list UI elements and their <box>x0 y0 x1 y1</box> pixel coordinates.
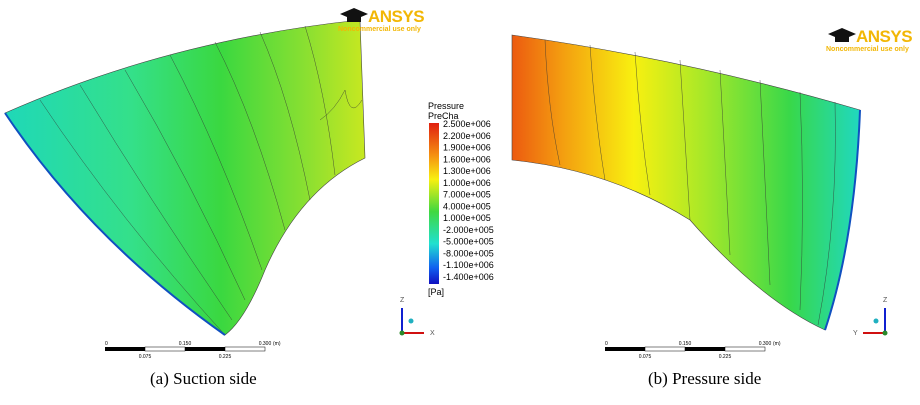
logo: ANSYS Noncommercial use only <box>826 27 913 53</box>
legend-unit: [Pa] <box>428 287 444 297</box>
scale-segment <box>685 347 725 351</box>
legend-label: -1.400e+006 <box>443 272 494 282</box>
scale-unit: (m) <box>273 341 281 347</box>
scale-label: 0.225 <box>219 354 232 360</box>
legend-label: 1.300e+006 <box>443 166 491 176</box>
scale-label: 0 <box>605 341 608 347</box>
legend-label: 2.200e+006 <box>443 131 491 141</box>
caption: (a) Suction side <box>150 369 257 388</box>
legend-subtitle: PreCha <box>428 111 459 121</box>
caption: (b) Pressure side <box>648 369 761 388</box>
logo: ANSYS Noncommercial use only <box>338 7 425 33</box>
axis-label: X <box>430 330 435 337</box>
contours-a <box>39 25 363 336</box>
axis-dot <box>408 318 414 324</box>
legend-label: -8.000e+005 <box>443 248 494 258</box>
scale-segment <box>144 346 186 352</box>
scale-label: 0.150 <box>679 341 692 347</box>
axis-dot <box>873 318 879 324</box>
legend-label: 2.500e+006 <box>443 119 491 129</box>
contours-b <box>544 39 836 326</box>
scale-segment <box>605 347 645 351</box>
legend-label: -2.000e+005 <box>443 225 494 235</box>
scale-label: 0.075 <box>139 354 152 360</box>
legend-label: 1.600e+006 <box>443 154 491 164</box>
blade-pressure <box>511 34 861 331</box>
legend-label: 1.900e+006 <box>443 143 491 153</box>
legend-label: -1.100e+006 <box>443 260 494 270</box>
scale-segment <box>105 347 145 351</box>
logo-brand: ANSYS <box>368 7 424 26</box>
axis-label: Z <box>883 297 888 304</box>
scale-segment <box>224 346 266 352</box>
legend-label: 7.000e+005 <box>443 190 491 200</box>
scale-label: 0.300 <box>759 341 772 347</box>
logo-note: Noncommercial use only <box>826 46 909 53</box>
logo-brand: ANSYS <box>856 27 912 46</box>
scale-label: 0.150 <box>179 341 192 347</box>
legend-labels: 2.500e+006 2.200e+006 1.900e+0061.600e+006… <box>443 119 494 282</box>
legend-label: 4.000e+005 <box>443 201 491 211</box>
legend-label: 1.000e+006 <box>443 178 491 188</box>
scale-segment <box>185 347 225 351</box>
legend-label: -5.000e+005 <box>443 237 494 247</box>
logo-note: Noncommercial use only <box>338 26 421 33</box>
scale-segment <box>724 346 766 352</box>
axis-label: Y <box>853 330 858 337</box>
legend-bar <box>429 123 439 284</box>
axis-label: Z <box>400 297 405 304</box>
scale-label: 0 <box>105 341 108 347</box>
scale-label: 0.075 <box>639 354 652 360</box>
axis-origin <box>882 330 888 336</box>
scale-label: 0.225 <box>719 354 732 360</box>
scale-label: 0.300 <box>259 341 272 347</box>
axis-origin <box>399 330 405 336</box>
legend-title: Pressure <box>428 101 464 111</box>
legend-label: 1.000e+005 <box>443 213 491 223</box>
scale-segment <box>644 346 686 352</box>
scale-unit: (m) <box>773 341 781 347</box>
edge <box>4 112 226 336</box>
edge <box>824 109 861 331</box>
